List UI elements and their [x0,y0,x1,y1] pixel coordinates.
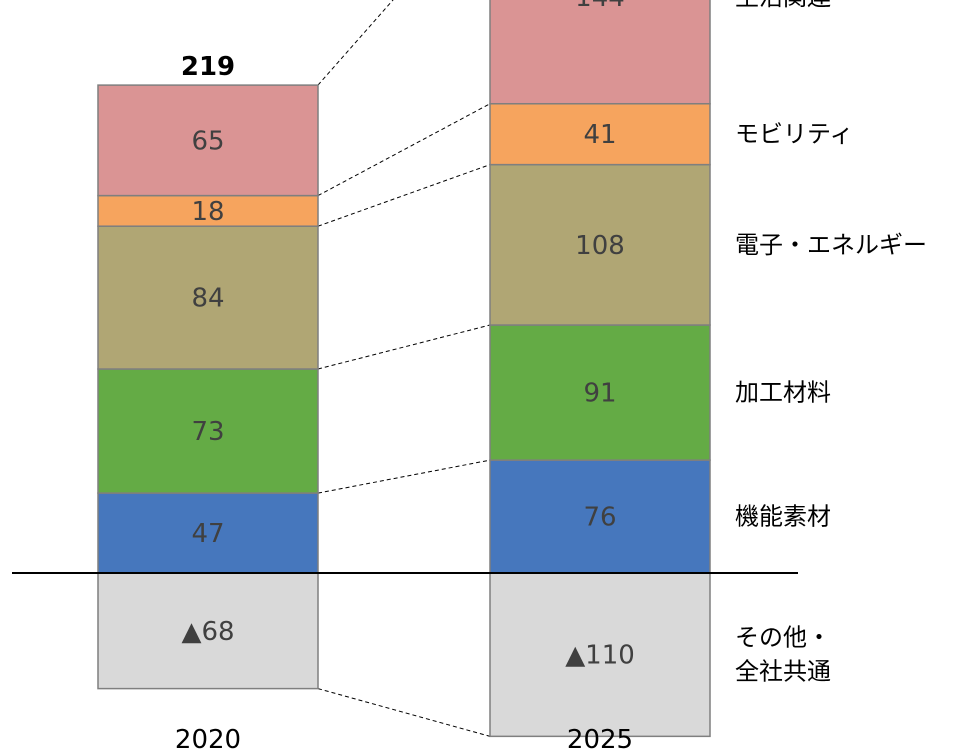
category-label-2: 電子・エネルギー [735,231,927,259]
value-labels: 4773841865▲682192020769110841144▲1103502… [175,0,635,751]
category-label-5-line-0: その他・ [735,624,831,652]
connector-line-3 [317,103,491,197]
bar-segment-2025-3 [489,102,711,166]
bar-segment-2025-4 [489,0,711,105]
bar-segment-2020-0 [97,492,319,574]
category-label-0: 機能素材 [735,503,831,531]
data-label-2020-1: 73 [191,417,224,447]
category-label-5-line-1: 全社共通 [735,658,831,686]
connector-line-0 [317,459,491,494]
connector-line-5 [317,688,491,737]
bar-segment-2025-1 [489,324,711,461]
data-label-2025-1: 91 [583,379,616,409]
data-label-2020-4: 65 [191,126,224,156]
data-label-2025-2: 108 [575,231,625,261]
data-label-2025-0: 76 [583,503,616,533]
data-label-2025-3: 41 [583,120,616,150]
connector-line-2 [317,164,491,227]
connector-line-4 [317,0,394,86]
data-label-2020-3: 18 [191,197,224,227]
data-label-2020-2: 84 [191,284,224,314]
category-label-4: 生活関連 [735,0,831,11]
category-label-3: モビリティ [735,120,854,148]
connector-lines [317,0,491,737]
bar-segment-2020-5 [97,572,319,690]
bar-segment-2025-2 [489,163,711,326]
bar-segment-2020-4 [97,84,319,197]
data-label-2025-5: ▲110 [565,641,635,671]
bar-segments [97,0,711,738]
bar-segment-2020-3 [97,194,319,227]
bar-segment-2020-1 [97,368,319,494]
connector-line-1 [317,324,491,370]
data-label-2020-0: 47 [191,519,224,549]
x-tick-label-2025: 2025 [567,725,633,751]
x-tick-label-2020: 2020 [175,725,241,751]
data-label-2020-5: ▲68 [181,617,234,647]
total-label-2020: 219 [181,52,235,82]
category-label-1: 加工材料 [735,379,831,407]
data-label-2025-4: 144 [575,0,625,13]
